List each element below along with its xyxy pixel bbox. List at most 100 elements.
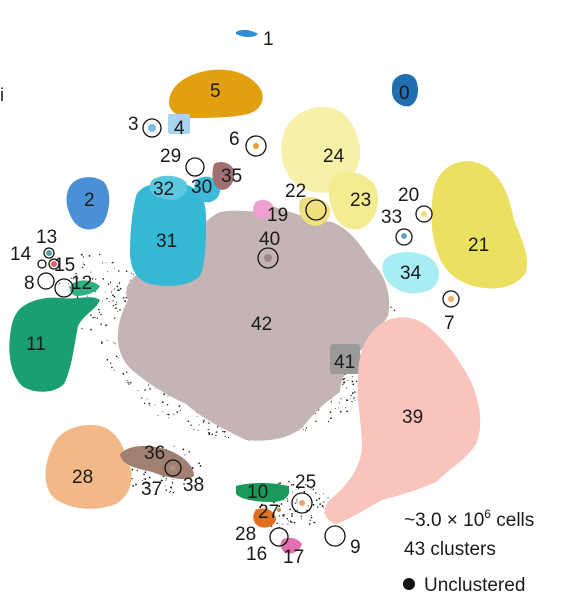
unclustered-cell — [323, 501, 325, 503]
unclustered-cell — [90, 271, 92, 273]
unclustered-cell — [193, 429, 195, 430]
unclustered-cell — [98, 311, 101, 313]
label-30: 30 — [191, 177, 212, 198]
label-21: 21 — [468, 235, 489, 256]
cluster-41-shape — [330, 344, 360, 374]
label-36: 36 — [144, 443, 165, 464]
unclustered-cell — [100, 323, 102, 326]
cluster-31-shape — [130, 182, 206, 286]
unclustered-cell — [98, 253, 101, 256]
unclustered-cell — [318, 497, 321, 500]
unclustered-cell — [312, 488, 315, 491]
unclustered-cell — [173, 445, 175, 447]
cluster-shapes — [9, 29, 528, 554]
label-24: 24 — [323, 146, 345, 167]
ring-15 — [48, 258, 60, 270]
unclustered-cell — [113, 295, 116, 298]
panel-label: i — [0, 85, 4, 105]
unclustered-cell — [292, 483, 295, 486]
unclustered-cell — [337, 407, 339, 409]
cluster-30-shape — [194, 176, 221, 203]
unclustered-cell — [198, 476, 201, 478]
unclustered-cell — [122, 373, 125, 375]
unclustered-cell — [171, 482, 174, 484]
unclustered-cell — [83, 264, 85, 266]
unclustered-cell — [157, 415, 159, 417]
unclustered-cell — [86, 295, 88, 297]
unclustered-cell — [106, 297, 108, 300]
unclustered-cell — [310, 515, 312, 516]
cluster-25-shape — [299, 500, 305, 506]
unclustered-cell — [286, 498, 288, 500]
unclustered-cell — [224, 435, 226, 438]
ring-3 — [142, 118, 162, 138]
unclustered-cell — [196, 415, 198, 417]
unclustered-cell — [168, 417, 170, 419]
unclustered-cell — [281, 523, 283, 525]
label-22: 22 — [285, 181, 306, 202]
unclustered-cell — [91, 278, 94, 280]
unclustered-cell — [90, 314, 92, 316]
unclustered-cell — [92, 317, 94, 319]
unclustered-cell — [345, 399, 347, 401]
unclustered-cell — [276, 522, 278, 525]
label-8: 8 — [24, 273, 35, 294]
label-11: 11 — [26, 334, 46, 355]
label-27: 27 — [258, 502, 279, 523]
unclustered-cell — [207, 428, 209, 431]
cluster-15-shape — [51, 261, 57, 267]
unclustered-cell — [119, 281, 121, 283]
unclustered-cell — [215, 431, 218, 433]
label-14: 14 — [10, 244, 32, 265]
ring-16 — [269, 527, 289, 547]
ring-20 — [415, 205, 433, 223]
cells-suffix: cells — [491, 510, 534, 531]
unclustered-cell — [113, 317, 116, 319]
unclustered-cell — [281, 515, 283, 517]
unclustered-cell — [119, 287, 122, 290]
unclustered-cell — [308, 505, 310, 507]
unclustered-cell — [154, 404, 156, 406]
unclustered-cell — [129, 279, 131, 281]
cluster-35-shape — [212, 162, 235, 190]
unclustered-cell — [122, 297, 125, 299]
unclustered-cell — [149, 405, 151, 407]
unclustered-cell — [346, 387, 348, 389]
unclustered-cell — [112, 261, 115, 264]
ring-12 — [54, 278, 74, 298]
unclustered-cell — [295, 503, 297, 504]
unclustered-cell — [208, 422, 210, 424]
cluster-13-shape — [46, 250, 52, 256]
unclustered-cell — [111, 262, 114, 264]
label-3: 3 — [128, 114, 139, 135]
cluster-4-shape — [168, 114, 190, 134]
unclustered-cell — [351, 376, 353, 378]
unclustered-cell — [227, 436, 230, 439]
ring-22 — [305, 199, 327, 221]
ring-40 — [257, 247, 279, 269]
unclustered-cell — [287, 520, 289, 522]
cluster-7-shape — [448, 296, 454, 302]
unclustered-cell — [187, 420, 190, 423]
unclustered-cell — [148, 383, 150, 385]
unclustered-cell — [102, 262, 104, 264]
label-28-large: 28 — [72, 467, 93, 488]
unclustered-cell — [203, 419, 205, 422]
unclustered-cell — [119, 309, 121, 311]
unclustered-cell — [132, 485, 135, 487]
unclustered-cell — [143, 402, 146, 405]
unclustered-cell — [390, 306, 392, 308]
unclustered-cell — [223, 430, 226, 433]
label-15: 15 — [54, 255, 75, 276]
unclustered-cell — [117, 289, 119, 291]
label-37: 37 — [141, 479, 162, 500]
unclustered-cell — [319, 503, 321, 505]
cluster-1-shape — [236, 29, 258, 37]
label-23: 23 — [350, 190, 371, 211]
label-16: 16 — [246, 544, 267, 565]
ring-29 — [185, 157, 205, 177]
unclustered-cell — [352, 383, 355, 386]
unclustered-cell — [310, 516, 313, 519]
unclustered-cell — [303, 490, 306, 493]
unclustered-cell — [330, 401, 333, 403]
